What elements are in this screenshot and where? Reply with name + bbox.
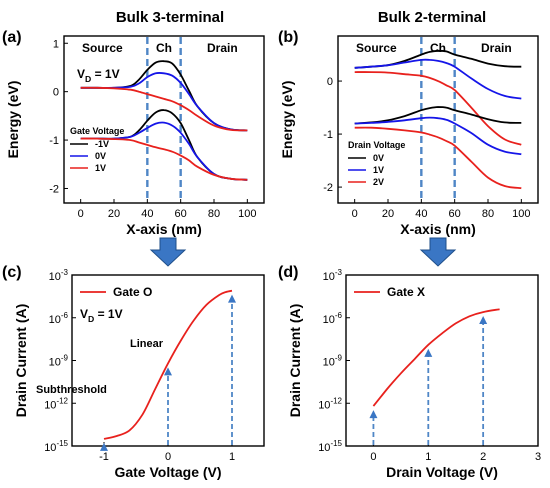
current-curve [103,289,233,440]
y-tick-label: 10-3 [49,268,69,283]
x-tick-label: -1 [99,451,109,463]
panel-label-d: (d) [278,264,298,281]
region-label-ch: Ch [430,41,446,55]
x-tick-label: 3 [535,451,541,463]
down-arrow-left [149,237,187,267]
y-tick-label: 10-6 [49,311,69,326]
y-tick-label: 1 [53,38,59,50]
band-curve-valence-black [354,106,522,125]
legend-title: Gate Voltage [70,126,124,136]
chart-panel-c: Gate Voltage (V) Drain Current (A) -1 0 1 10-… [13,268,265,480]
y-tick-label: -2 [49,183,59,195]
legend-title: Drain Voltage [348,140,405,150]
y-tick-label: -1 [49,135,59,147]
y-tick-label: 10-9 [323,354,343,369]
x-axis-label: Drain Voltage (V) [386,464,498,480]
panel-label-a: (a) [2,29,22,46]
legend-entry: 0V [95,151,106,161]
band-curve-valence-red [80,137,248,181]
y-tick-label: 10-15 [44,439,68,454]
y-axis-label: Energy (eV) [5,81,21,159]
band-curve-valence-blue [80,121,248,181]
x-tick-label: 0 [370,451,376,463]
legend-entry: 1V [95,163,106,173]
band-curve-conduction-red [354,71,522,146]
down-arrow-right [419,237,457,267]
band-curve-valence-blue [354,116,522,156]
region-label-subthreshold: Subthreshold [36,384,107,396]
legend-entry: Gate O [113,285,152,299]
marker-arrowhead [100,442,108,451]
x-axis-label: X-axis (nm) [400,221,475,237]
x-tick-label: 0 [352,208,358,220]
panel-label-c: (c) [2,264,22,281]
y-axis-label: Energy (eV) [279,81,295,159]
region-label-source: Source [356,41,397,55]
x-axis-label: Gate Voltage (V) [114,464,221,480]
x-tick-label: 2 [480,451,486,463]
x-tick-label: 0 [78,208,84,220]
marker-arrowhead [424,348,433,357]
plot-frame [345,274,539,447]
y-tick-label: 10-12 [318,396,342,411]
chart-panel-b: X-axis (nm) Energy (eV) 0 20 40 60 80 100 -2 -1 0 S… [279,35,539,237]
legend-entry: 1V [373,165,384,175]
current-curve [372,308,500,407]
plot-frame [63,35,265,204]
band-curve-conduction-blue [80,71,248,132]
legend-entry: Gate X [387,285,425,299]
x-tick-label: 100 [512,208,530,220]
region-label-source: Source [82,41,123,55]
legend-entry: 0V [373,153,384,163]
x-tick-label: 80 [482,208,494,220]
y-tick-label: -1 [323,129,333,141]
y-axis-label: Drain Current (A) [13,304,29,418]
left-column-title: Bulk 3-terminal [116,9,224,26]
y-tick-label: 10-3 [323,268,343,283]
band-curve-valence-red [354,126,522,190]
y-tick-label: 0 [327,76,333,88]
marker-arrowhead [164,367,172,376]
y-tick-label: -2 [323,182,333,194]
panel-label-b: (b) [278,29,298,46]
region-label-drain: Drain [207,41,238,55]
x-tick-label: 20 [108,208,120,220]
x-tick-label: 100 [238,208,256,220]
marker-arrowhead [479,316,488,325]
x-axis-label: X-axis (nm) [126,221,201,237]
marker-arrowhead [228,294,236,303]
region-label-drain: Drain [481,41,512,55]
y-tick-label: 10-15 [318,439,342,454]
band-curve-conduction-red [80,86,248,132]
band-curve-conduction-blue [354,58,522,100]
y-tick-label: 0 [53,87,59,99]
x-tick-label: 60 [449,208,461,220]
x-tick-label: 40 [141,208,153,220]
x-tick-label: 1 [229,451,235,463]
y-tick-label: 10-9 [49,354,69,369]
chart-panel-a: X-axis (nm) Energy (eV) 0 20 40 60 80 100 -2 -1 0 1… [5,35,265,237]
region-label-linear: Linear [130,338,164,350]
x-tick-label: 40 [415,208,427,220]
x-tick-label: 0 [165,451,171,463]
y-axis-label: Drain Current (A) [287,304,303,418]
legend-entry: 2V [373,177,384,187]
x-tick-label: 20 [382,208,394,220]
chart-panel-d: Drain Voltage (V) Drain Current (A) 0 1 2 3 10… [287,268,541,480]
y-tick-label: 10-6 [323,311,343,326]
drain-bias-annotation: VD = 1V [80,307,123,324]
y-tick-label: 10-12 [44,396,68,411]
drain-bias-annotation: VD = 1V [77,67,120,84]
region-label-ch: Ch [156,41,172,55]
marker-arrowhead [369,410,378,419]
right-column-title: Bulk 2-terminal [378,9,486,26]
x-tick-label: 60 [175,208,187,220]
x-tick-label: 80 [208,208,220,220]
plot-frame [337,35,539,204]
legend-entry: -1V [95,139,109,149]
x-tick-label: 1 [425,451,431,463]
